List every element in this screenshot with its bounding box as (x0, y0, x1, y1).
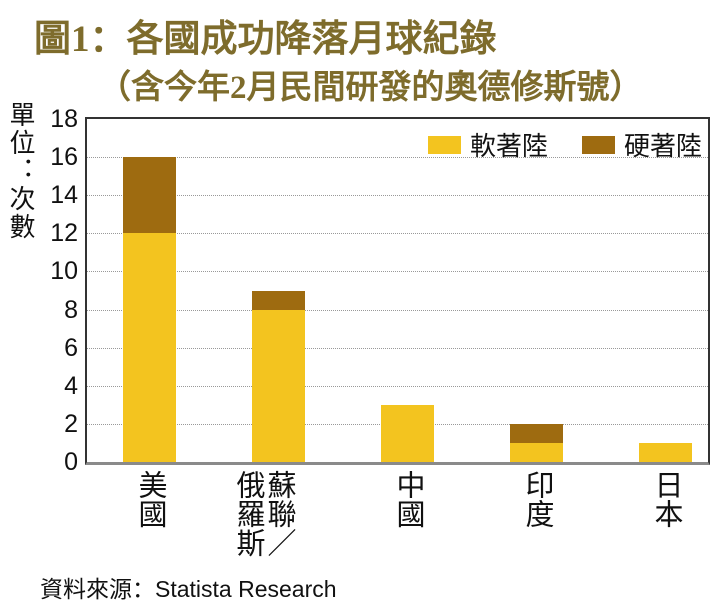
y-tick-label: 4 (64, 371, 78, 400)
chart-subtitle: （含今年2月民間研發的奧德修斯號） (98, 70, 643, 106)
x-axis-label-0: 美國 (134, 470, 166, 528)
x-axis-label-1: 蘇聯／俄羅斯 (232, 470, 295, 557)
source-name: Statista Research (155, 576, 337, 602)
legend-swatch-soft (427, 135, 461, 154)
y-tick-label: 16 (50, 143, 78, 172)
y-tick-label: 0 (64, 448, 78, 476)
bar-segment-soft-2 (380, 404, 434, 462)
y-axis-unit-label: 單位：次數 (6, 101, 36, 241)
legend: 軟著陸 硬著陸 (427, 126, 702, 163)
source-line: 資料來源：Statista Research (40, 570, 337, 604)
bar-segment-soft-4 (638, 442, 692, 462)
y-tick-label: 18 (50, 105, 78, 133)
bar-segment-soft-3 (509, 442, 563, 462)
bar-segment-hard-1 (251, 290, 305, 310)
gridline (87, 271, 708, 273)
x-axis-label-2: 中國 (392, 470, 424, 528)
legend-label-1: 硬著陸 (623, 131, 702, 161)
gridline (87, 309, 708, 311)
y-tick-label: 8 (64, 295, 78, 324)
legend-item-0: 軟著陸 (427, 126, 548, 163)
y-tick-label: 6 (64, 333, 78, 362)
legend-label-0: 軟著陸 (469, 131, 548, 161)
gridline (87, 385, 708, 387)
gridline (87, 157, 708, 159)
x-axis-label-4: 日本 (650, 470, 682, 528)
y-tick-label: 10 (50, 257, 78, 286)
y-tick-label: 12 (50, 219, 78, 248)
legend-item-1: 硬著陸 (581, 126, 702, 163)
bar-segment-soft-0 (122, 233, 176, 462)
bar-segment-hard-3 (509, 423, 563, 443)
y-tick-label: 2 (64, 409, 78, 438)
gridline (87, 347, 708, 349)
bar-segment-soft-1 (251, 309, 305, 462)
y-tick-label: 14 (50, 181, 78, 210)
bar-segment-hard-0 (122, 157, 176, 234)
legend-swatch-hard (581, 135, 615, 154)
source-prefix: 資料來源： (40, 576, 155, 602)
gridline (87, 195, 708, 197)
plot-area: 軟著陸 硬著陸 (85, 117, 710, 465)
gridline (87, 233, 708, 235)
x-axis-label-3: 印度 (521, 470, 553, 528)
chart-title: 圖1：各國成功降落月球紀錄 (34, 19, 497, 60)
